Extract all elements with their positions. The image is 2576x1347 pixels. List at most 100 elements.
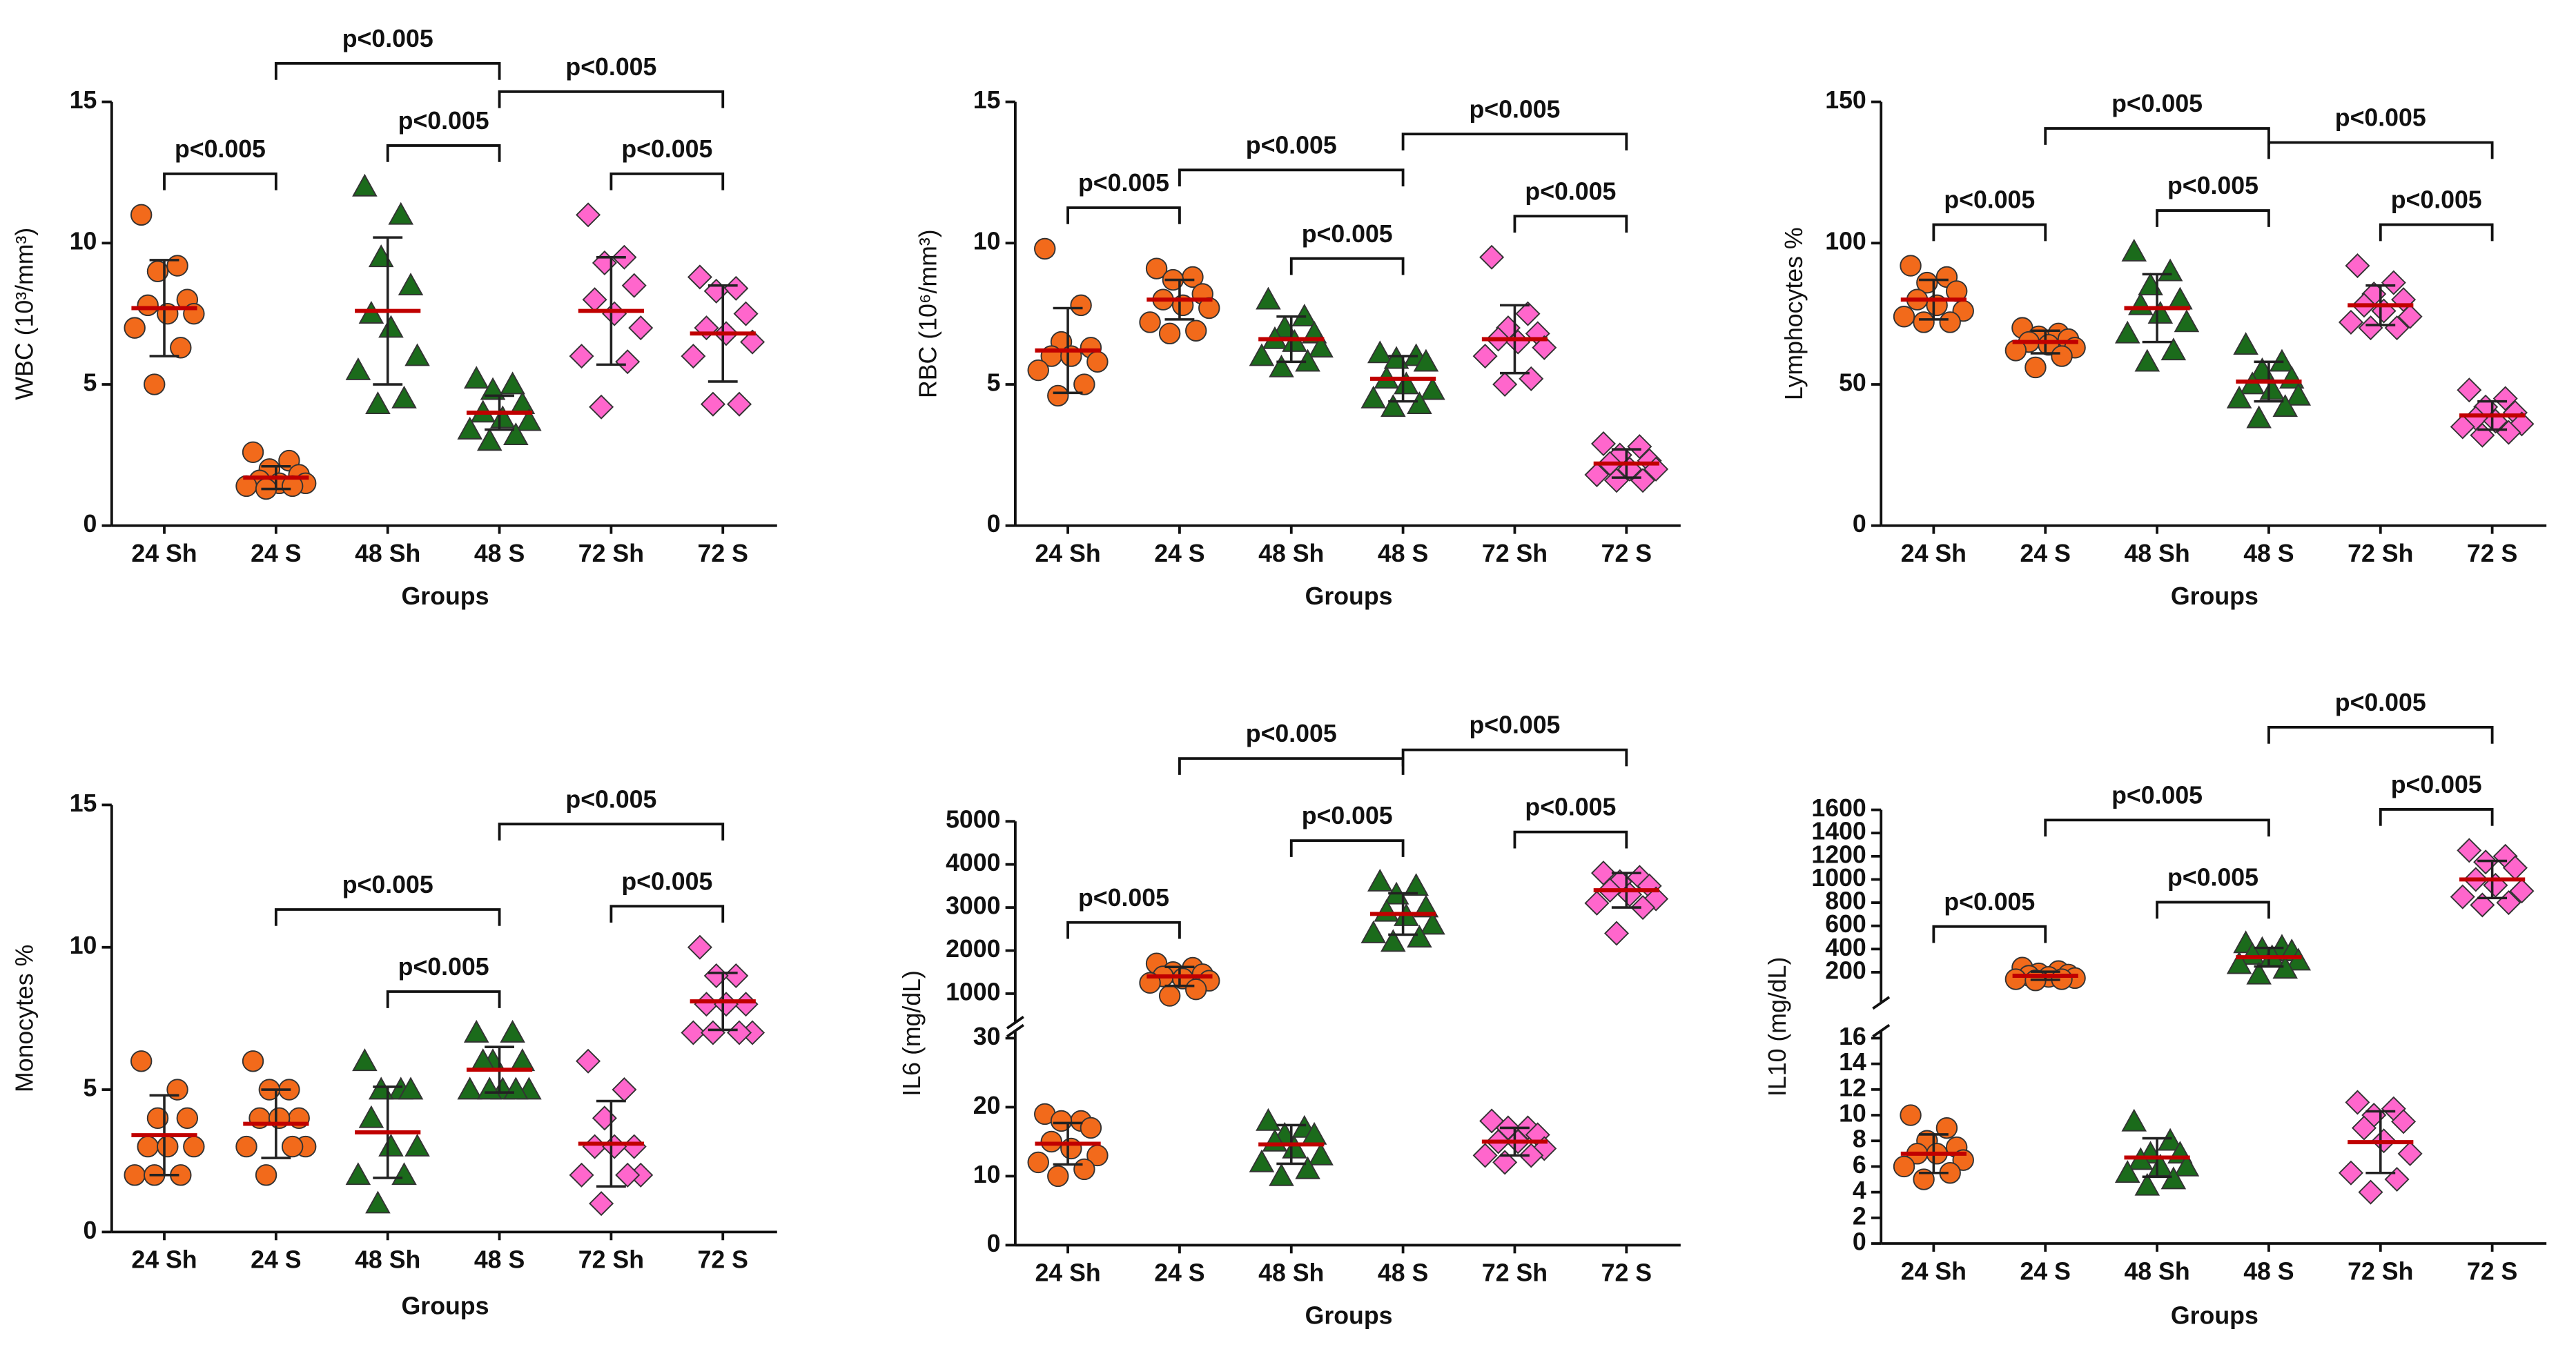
data-point — [703, 963, 729, 989]
data-point — [2024, 356, 2047, 379]
data-point — [1367, 869, 1393, 892]
x-axis-label: Groups — [1305, 1302, 1393, 1330]
data-point — [1935, 1117, 1958, 1139]
x-tick-label: 48 Sh — [1258, 1259, 1324, 1287]
data-point — [1916, 271, 1938, 294]
x-axis-label: Groups — [2171, 582, 2258, 610]
significance-label: p<0.005 — [2335, 104, 2426, 132]
data-point — [2160, 337, 2187, 361]
data-point — [500, 1019, 525, 1043]
data-point — [2226, 951, 2252, 974]
data-point — [2457, 838, 2482, 863]
significance-bracket — [1401, 132, 1628, 151]
x-tick-label: 24 Sh — [1035, 540, 1100, 567]
significance-label: p<0.005 — [1944, 186, 2035, 214]
data-point — [2121, 238, 2147, 262]
data-point — [1249, 343, 1275, 366]
data-point — [130, 204, 153, 226]
significance-bracket — [2044, 818, 2270, 837]
data-point — [378, 315, 404, 338]
data-point — [1360, 385, 1387, 409]
data-point — [700, 1020, 725, 1045]
y-axis-label: Monocytes % — [11, 945, 39, 1092]
y-tick-label: 0 — [987, 1230, 1001, 1257]
data-point — [700, 391, 725, 417]
significance-bracket — [609, 905, 725, 923]
data-point — [457, 416, 482, 440]
data-point — [480, 377, 506, 400]
significance-bracket — [274, 908, 501, 926]
y-axis-label: IL10 (mg/dL) — [1764, 957, 1791, 1097]
data-point — [352, 173, 378, 197]
x-tick-label: 24 S — [251, 540, 301, 567]
data-point — [1380, 394, 1406, 417]
significance-bracket — [2267, 725, 2494, 744]
x-tick-label: 72 S — [2467, 540, 2517, 567]
data-point — [1080, 1117, 1102, 1139]
data-point — [2338, 309, 2363, 335]
significance-bracket — [609, 172, 725, 190]
data-point — [2114, 1160, 2140, 1183]
data-point — [2483, 872, 2508, 898]
significance-label: p<0.005 — [175, 135, 266, 163]
data-point — [404, 1133, 430, 1157]
data-point — [1407, 925, 1432, 948]
significance-bracket — [1289, 257, 1405, 275]
significance-label: p<0.005 — [565, 53, 656, 81]
y-axis-label: IL6 (mg/dL) — [898, 970, 926, 1096]
significance-label: p<0.005 — [1469, 95, 1560, 123]
data-point — [2509, 878, 2535, 904]
significance-label: p<0.005 — [1078, 884, 1169, 912]
data-point — [500, 371, 525, 395]
data-point — [398, 1076, 424, 1100]
axis-break — [1872, 1023, 1891, 1038]
data-point — [2160, 1166, 2187, 1190]
data-point — [694, 315, 719, 341]
significance-label: p<0.005 — [1246, 131, 1337, 159]
x-tick-label: 48 S — [2243, 540, 2294, 567]
y-tick-label: 0 — [84, 1217, 97, 1244]
data-point — [1590, 431, 1616, 457]
data-point — [2134, 348, 2160, 372]
data-point — [2114, 320, 2140, 344]
y-tick-label: 800 — [1825, 887, 1866, 915]
y-tick-label: 16 — [1839, 1023, 1866, 1050]
data-point — [1073, 1158, 1095, 1181]
x-tick-label: 48 Sh — [2124, 1257, 2189, 1285]
x-tick-label: 24 Sh — [1901, 540, 1967, 567]
x-axis-label: Groups — [402, 1292, 489, 1319]
data-point — [582, 287, 607, 313]
y-tick-label: 10 — [70, 932, 97, 959]
data-point — [235, 1135, 257, 1158]
y-tick-label: 0 — [987, 510, 1001, 538]
x-tick-label: 48 S — [1378, 1259, 1428, 1287]
data-point — [569, 344, 594, 369]
data-point — [1900, 255, 1922, 277]
data-point — [1939, 311, 1961, 333]
data-point — [463, 366, 489, 389]
data-point — [166, 1079, 188, 1101]
x-axis-label: Groups — [1305, 582, 1393, 610]
significance-bracket — [498, 90, 725, 108]
x-tick-label: 72 S — [2467, 1257, 2517, 1285]
x-tick-label: 48 S — [474, 540, 525, 567]
data-point — [592, 250, 617, 275]
data-point — [1060, 1137, 1082, 1160]
x-tick-label: 24 S — [1154, 1259, 1204, 1287]
data-point — [2470, 892, 2495, 918]
significance-label: p<0.005 — [2167, 864, 2258, 892]
data-point — [2259, 377, 2285, 400]
data-point — [242, 441, 264, 464]
data-point — [2457, 377, 2482, 403]
data-point — [1472, 344, 1498, 369]
data-point — [2381, 270, 2406, 295]
x-tick-label: 72 Sh — [2348, 540, 2413, 567]
data-point — [1308, 335, 1334, 358]
significance-label: p<0.005 — [2167, 172, 2258, 199]
y-tick-label: 1600 — [1811, 794, 1866, 822]
significance-bracket — [1401, 748, 1628, 767]
x-tick-label: 72 S — [698, 540, 748, 567]
y-tick-label: 400 — [1825, 934, 1866, 961]
data-point — [576, 1048, 601, 1074]
data-point — [2127, 292, 2154, 315]
